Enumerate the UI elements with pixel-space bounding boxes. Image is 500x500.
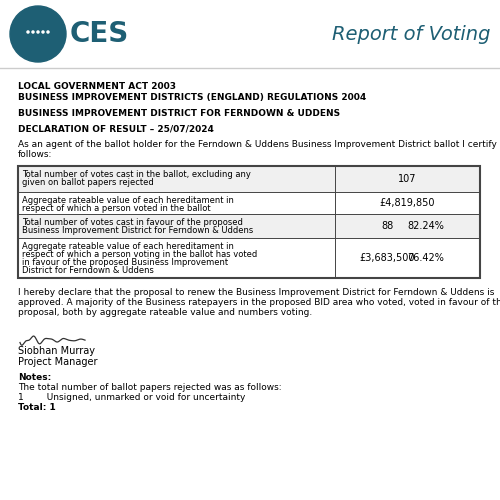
Text: Total number of votes cast in the ballot, excluding any: Total number of votes cast in the ballot… [22, 170, 251, 179]
Text: District for Ferndown & Uddens: District for Ferndown & Uddens [22, 266, 154, 275]
Text: respect of which a person voting in the ballot has voted: respect of which a person voting in the … [22, 250, 257, 259]
Text: 1        Unsigned, unmarked or void for uncertainty: 1 Unsigned, unmarked or void for uncerta… [18, 393, 246, 402]
Text: I hereby declare that the proposal to renew the Business Improvement District fo: I hereby declare that the proposal to re… [18, 288, 494, 297]
Text: approved. A majority of the Business ratepayers in the proposed BID area who vot: approved. A majority of the Business rat… [18, 298, 500, 307]
Bar [18, 214, 480, 238]
Text: proposal, both by aggregate rateable value and numbers voting.: proposal, both by aggregate rateable val… [18, 308, 312, 317]
Text: £3,683,500: £3,683,500 [360, 253, 415, 263]
Text: As an agent of the ballot holder for the Ferndown & Uddens Business Improvement : As an agent of the ballot holder for the… [18, 140, 500, 149]
Bar [18, 166, 480, 278]
Bar [0, 0, 500, 68]
Text: given on ballot papers rejected: given on ballot papers rejected [22, 178, 154, 187]
Text: Total number of votes cast in favour of the proposed: Total number of votes cast in favour of … [22, 218, 243, 227]
Text: Notes:: Notes: [18, 373, 52, 382]
Text: Project Manager: Project Manager [18, 357, 98, 367]
Text: 88: 88 [382, 221, 394, 231]
Text: BUSINESS IMPROVEMENT DISTRICTS (ENGLAND) REGULATIONS 2004: BUSINESS IMPROVEMENT DISTRICTS (ENGLAND)… [18, 93, 366, 102]
Text: in favour of the proposed Business Improvement: in favour of the proposed Business Impro… [22, 258, 228, 267]
Text: DECLARATION OF RESULT – 25/07/2024: DECLARATION OF RESULT – 25/07/2024 [18, 125, 214, 134]
Text: The total number of ballot papers rejected was as follows:: The total number of ballot papers reject… [18, 383, 281, 392]
Text: Business Improvement District for Ferndown & Uddens: Business Improvement District for Ferndo… [22, 226, 254, 235]
Text: 76.42%: 76.42% [407, 253, 444, 263]
Ellipse shape [41, 30, 45, 34]
Text: Aggregate rateable value of each hereditament in: Aggregate rateable value of each heredit… [22, 242, 234, 251]
Text: 82.24%: 82.24% [407, 221, 444, 231]
Bar [18, 166, 480, 192]
Ellipse shape [26, 30, 30, 34]
Text: Report of Voting: Report of Voting [332, 24, 490, 44]
Bar [18, 192, 480, 214]
Text: Total: 1: Total: 1 [18, 403, 56, 412]
Text: LOCAL GOVERNMENT ACT 2003: LOCAL GOVERNMENT ACT 2003 [18, 82, 176, 91]
Text: follows:: follows: [18, 150, 52, 159]
Text: CES: CES [70, 20, 129, 48]
Ellipse shape [10, 6, 66, 62]
Ellipse shape [36, 30, 40, 34]
Text: £4,819,850: £4,819,850 [380, 198, 435, 208]
Ellipse shape [46, 30, 50, 34]
Text: Siobhan Murray: Siobhan Murray [18, 346, 95, 356]
Text: Aggregate rateable value of each hereditament in: Aggregate rateable value of each heredit… [22, 196, 234, 205]
Bar [18, 238, 480, 278]
Ellipse shape [31, 30, 35, 34]
Text: 107: 107 [398, 174, 417, 184]
Text: respect of which a person voted in the ballot: respect of which a person voted in the b… [22, 204, 210, 213]
Text: BUSINESS IMPROVEMENT DISTRICT FOR FERNDOWN & UDDENS: BUSINESS IMPROVEMENT DISTRICT FOR FERNDO… [18, 109, 340, 118]
